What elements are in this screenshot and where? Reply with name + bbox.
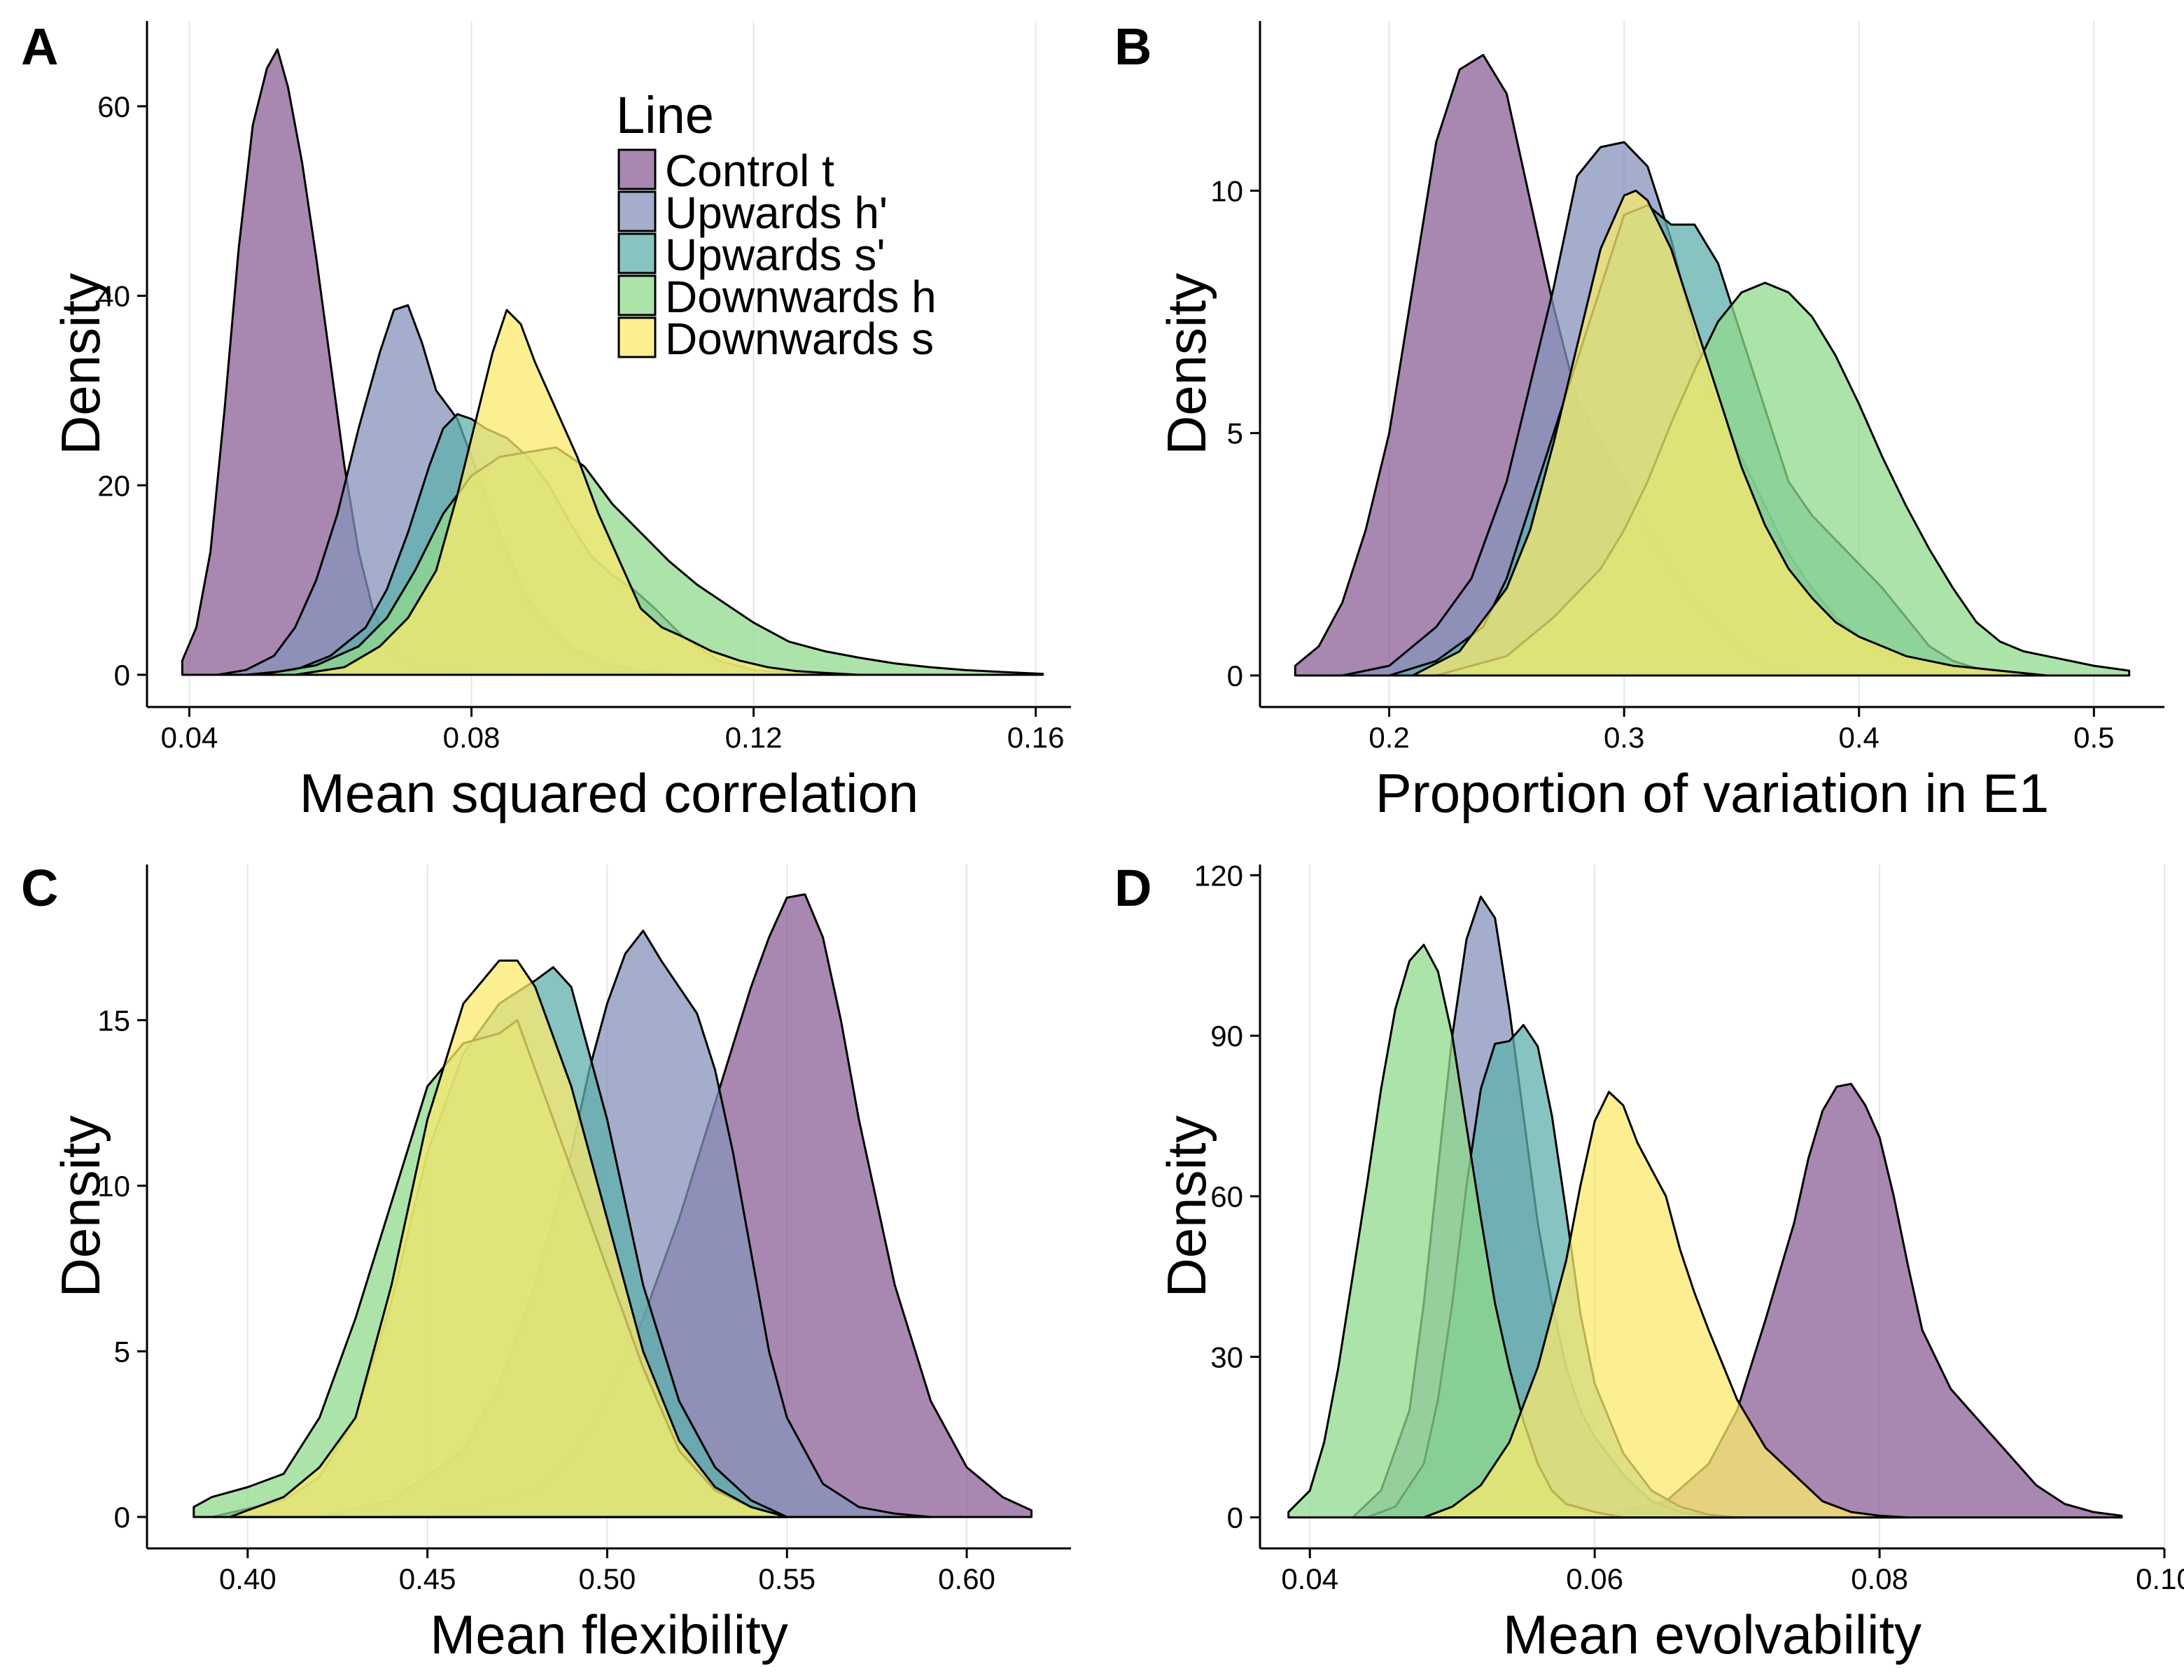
x-tick-label: 0.2: [1368, 721, 1409, 754]
legend-key-upwards-s: [617, 232, 657, 274]
y-axis-title: Density: [1156, 273, 1217, 455]
x-tick-label: 0.40: [219, 1562, 276, 1595]
x-axis-title: Mean evolvability: [1503, 1604, 1921, 1665]
legend-label-downwards-s: Downwards s: [665, 314, 934, 364]
x-tick-label: 0.4: [1839, 721, 1879, 754]
density-area-downwards-s: [1422, 1091, 1910, 1519]
x-axis-title: Mean squared correlation: [300, 762, 919, 824]
y-tick-label: 10: [97, 1170, 130, 1203]
x-axis-title: Proportion of variation in E1: [1376, 762, 2050, 824]
x-tick-label: 0.16: [1007, 721, 1065, 754]
y-axis-title: Density: [50, 1115, 111, 1297]
x-tick-label: 0.3: [1604, 721, 1644, 754]
x-tick-label: 0.08: [1851, 1562, 1908, 1595]
x-tick-label: 0.45: [399, 1562, 456, 1595]
y-tick-label: 30: [1210, 1340, 1243, 1373]
y-tick-label: 60: [1210, 1180, 1243, 1213]
panel-letter-c: C: [21, 859, 58, 917]
legend: Line Control t Upwards h' Upwards s' Dow…: [616, 86, 937, 364]
legend-label-upwards-h: Upwards h': [665, 188, 888, 238]
panel-letter-b: B: [1114, 18, 1152, 76]
y-axis-title: Density: [50, 273, 111, 455]
density-area-control-t: [1593, 1082, 2123, 1519]
legend-label-control-t: Control t: [665, 146, 834, 196]
panel-c: 0.40 0.45 0.50 0.55 0.60 0 5 10 15 Mean flexibili…: [21, 859, 1071, 1665]
x-tick-label: 0.55: [758, 1562, 816, 1595]
panel-letter-d: D: [1114, 859, 1152, 917]
density-area-downwards-s: [228, 959, 788, 1518]
legend-label-downwards-h: Downwards h: [665, 272, 937, 322]
y-tick-label: 0: [1227, 1502, 1243, 1534]
x-tick-label: 0.06: [1566, 1562, 1623, 1595]
density-area-downwards-s: [294, 309, 861, 676]
x-axis-title: Mean flexibility: [430, 1604, 788, 1665]
y-tick-label: 60: [97, 90, 130, 123]
x-tick-label: 0.50: [579, 1562, 636, 1595]
y-tick-label: 0: [114, 659, 130, 692]
y-tick-label: 10: [1210, 174, 1243, 207]
legend-label-upwards-s: Upwards s': [665, 230, 886, 280]
panel-b: 0.2 0.3 0.4 0.5 0 5 10 Proportion of variation …: [1114, 18, 2164, 824]
y-tick-label: 5: [114, 1335, 130, 1368]
x-tick-label: 0.04: [1281, 1562, 1338, 1595]
legend-key-downwards-h: [617, 274, 657, 316]
panel-letter-a: A: [21, 18, 58, 76]
panel-a: 0.04 0.08 0.12 0.16 0 20 40 60 Mean squared corr…: [21, 18, 1071, 824]
y-tick-label: 120: [1194, 859, 1243, 892]
y-tick-label: 40: [97, 280, 130, 313]
x-tick-label: 0.04: [161, 721, 218, 754]
y-tick-label: 90: [1210, 1020, 1243, 1053]
y-tick-label: 20: [97, 469, 130, 502]
y-tick-label: 0: [1227, 659, 1243, 692]
density-area-downwards-s: [1411, 189, 2048, 677]
y-tick-label: 0: [114, 1501, 130, 1534]
panel-d: 0.04 0.06 0.08 0.10 0 30 60 90 120 Mean evolvabil…: [1114, 859, 2184, 1665]
legend-key-downwards-s: [617, 316, 657, 358]
x-tick-label: 0.5: [2073, 721, 2114, 754]
y-tick-label: 5: [1227, 417, 1243, 450]
x-tick-label: 0.08: [443, 721, 500, 754]
x-tick-label: 0.12: [725, 721, 783, 754]
y-tick-label: 15: [97, 1004, 130, 1037]
y-axis-title: Density: [1156, 1115, 1217, 1297]
legend-key-control-t: [617, 148, 657, 190]
x-tick-label: 0.60: [938, 1562, 995, 1595]
legend-key-upwards-h: [617, 190, 657, 232]
x-tick-label: 0.10: [2136, 1562, 2184, 1595]
legend-title: Line: [616, 86, 714, 144]
